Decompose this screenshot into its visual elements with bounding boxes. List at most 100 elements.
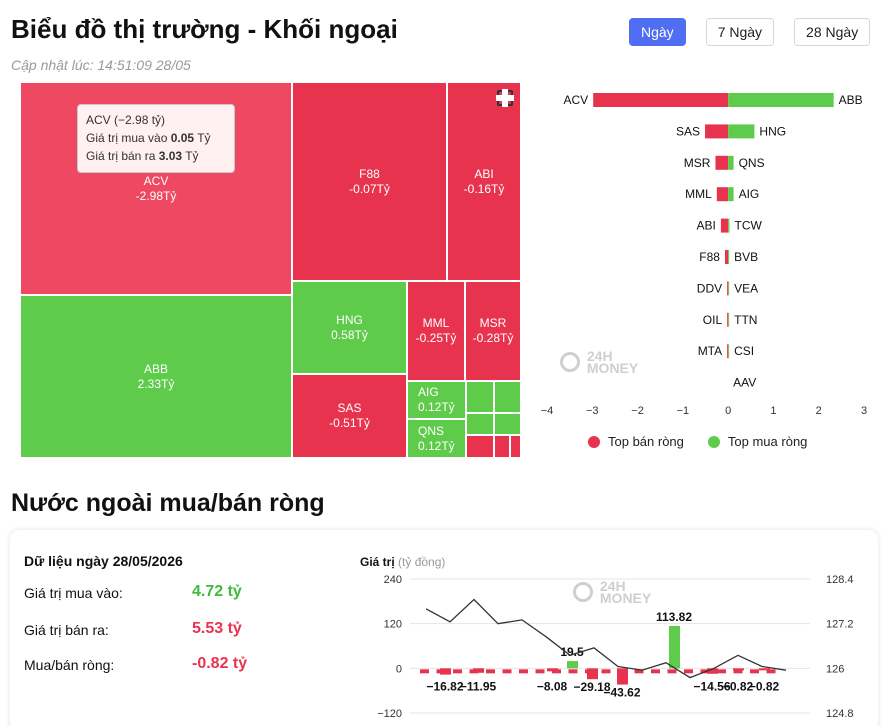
small-bar	[519, 669, 528, 674]
treemap-tile-hng[interactable]: HNG 0.58Tỷ	[292, 281, 407, 374]
treemap-tile-sas[interactable]: SAS -0.51Tỷ	[292, 374, 407, 458]
bar-value-label: 19.5	[560, 645, 584, 659]
bar-legend: Top bán ròng Top mua ròng	[588, 434, 807, 449]
x-tick-label: −2	[631, 405, 644, 417]
treemap-tile-small[interactable]	[510, 435, 521, 458]
fullscreen-icon[interactable]	[496, 89, 514, 107]
net-bar	[567, 661, 578, 669]
tile-value: 0.12Tỷ	[418, 438, 455, 453]
sell-bar	[727, 312, 729, 327]
bar-value-label: 113.82	[656, 610, 692, 624]
net-label: Mua/bán ròng:	[24, 657, 115, 673]
treemap-tile-small[interactable]	[494, 435, 510, 458]
logo-icon	[573, 582, 593, 602]
right-tick-label: 128.4	[826, 574, 854, 586]
tile-code: ACV	[143, 173, 169, 188]
page-title: Biểu đồ thị trường - Khối ngoại	[11, 14, 398, 44]
x-tick-label: −3	[586, 405, 599, 417]
tooltip-sell: Giá trị bán ra 3.03 Tỷ	[86, 149, 199, 163]
right-tick-label: 126	[826, 663, 844, 675]
sell-value: 5.53 tỷ	[192, 620, 242, 637]
y-tick-label: 120	[384, 619, 402, 631]
buy-bar	[728, 187, 734, 202]
tile-code: ABI	[474, 166, 494, 181]
small-bar	[634, 669, 644, 674]
x-tick-label: −1	[677, 405, 690, 417]
tab-28-days[interactable]: 28 Ngày	[794, 18, 871, 46]
buy-bar	[728, 281, 730, 296]
x-tick-label: 2	[816, 405, 822, 417]
sell-label: Giá trị bán ra:	[24, 622, 109, 638]
net-bar	[440, 668, 451, 675]
treemap-tile-small[interactable]	[466, 435, 494, 458]
updated-time: Cập nhật lúc: 14:51:09 28/05	[11, 57, 191, 73]
legend-sell[interactable]: Top bán ròng	[588, 434, 684, 449]
treemap-tile-aig[interactable]: AIG 0.12Tỷ	[407, 381, 466, 419]
bar-value-label: −16.82	[426, 679, 463, 693]
tile-value: -0.51Tỷ	[329, 416, 370, 430]
small-bar	[733, 669, 743, 674]
treemap-tile-small[interactable]	[494, 381, 521, 413]
tab-day[interactable]: Ngày	[629, 18, 686, 46]
net-bar	[733, 668, 744, 671]
net-bar	[707, 668, 718, 674]
tile-value: -0.07Tỷ	[349, 181, 390, 196]
buy-bar	[728, 312, 730, 327]
tile-value: 0.58Tỷ	[331, 327, 368, 342]
buy-bar	[728, 93, 834, 107]
bar-value-label: −14.56	[693, 679, 730, 693]
small-bar	[535, 669, 545, 674]
treemap-tile-small[interactable]	[466, 381, 494, 413]
small-bar	[651, 669, 660, 674]
bar-value-label: −43.62	[603, 686, 640, 700]
right-tick-label: 124.8	[826, 708, 854, 720]
legend-dot-sell	[588, 435, 600, 448]
sell-code-label: MSR	[684, 156, 711, 170]
treemap-tile-f88[interactable]: F88 -0.07Tỷ	[292, 82, 447, 281]
tile-value: -0.16Tỷ	[463, 181, 505, 196]
tile-code: MSR	[479, 316, 507, 330]
tile-value: 2.33Tỷ	[137, 376, 175, 391]
net-value: -0.82 tỷ	[192, 655, 248, 672]
treemap-tile-qns[interactable]: QNS 0.12Tỷ	[407, 419, 466, 458]
buy-code-label: AAV	[733, 376, 756, 390]
small-bar	[502, 669, 512, 674]
bar-value-label: −0.82	[723, 679, 754, 693]
sell-bar	[715, 155, 729, 170]
tooltip-title: ACV (−2.98 tỷ)	[86, 113, 166, 127]
sell-code-label: ACV	[564, 93, 589, 107]
treemap-tile-small[interactable]	[494, 413, 521, 435]
legend-buy[interactable]: Top mua ròng	[707, 434, 807, 449]
tab-7-days[interactable]: 7 Ngày	[705, 18, 775, 46]
sell-bar	[593, 93, 729, 107]
buy-code-label: HNG	[759, 124, 786, 138]
section-title: Nước ngoài mua/bán ròng	[11, 489, 325, 517]
sell-bar	[727, 281, 729, 296]
tile-code: AIG	[418, 385, 439, 399]
buy-label: Giá trị mua vào:	[24, 585, 123, 601]
treemap-tile-abi[interactable]: ABI -0.16Tỷ	[447, 82, 521, 281]
net-bar	[473, 668, 484, 673]
tile-value: 0.12Tỷ	[418, 400, 455, 414]
net-bar	[547, 668, 558, 672]
treemap-tile-small[interactable]	[466, 413, 494, 435]
buy-bar	[728, 218, 730, 233]
y-tick-label: −120	[377, 708, 402, 720]
price-line	[425, 598, 787, 679]
sell-code-label: OIL	[703, 313, 723, 327]
tile-value: -0.28Tỷ	[472, 331, 514, 345]
treemap-tile-mml[interactable]: MML -0.25Tỷ	[407, 281, 465, 381]
legend-dot-buy	[707, 435, 720, 448]
buy-bar	[728, 124, 755, 139]
treemap-tile-abb[interactable]: ABB 2.33Tỷ	[20, 295, 292, 458]
tile-code: SAS	[337, 401, 362, 415]
x-tick-label: 1	[770, 405, 776, 417]
treemap-tile-msr[interactable]: MSR -0.28Tỷ	[465, 281, 521, 381]
summary-card	[10, 530, 878, 726]
tile-code: ABB	[143, 361, 168, 376]
small-bar	[601, 669, 611, 674]
bar-value-label: −11.95	[460, 679, 497, 693]
buy-code-label: AIG	[739, 187, 760, 201]
sell-code-label: MML	[685, 187, 712, 201]
summary-heading: Dữ liệu ngày 28/05/2026	[24, 553, 183, 569]
